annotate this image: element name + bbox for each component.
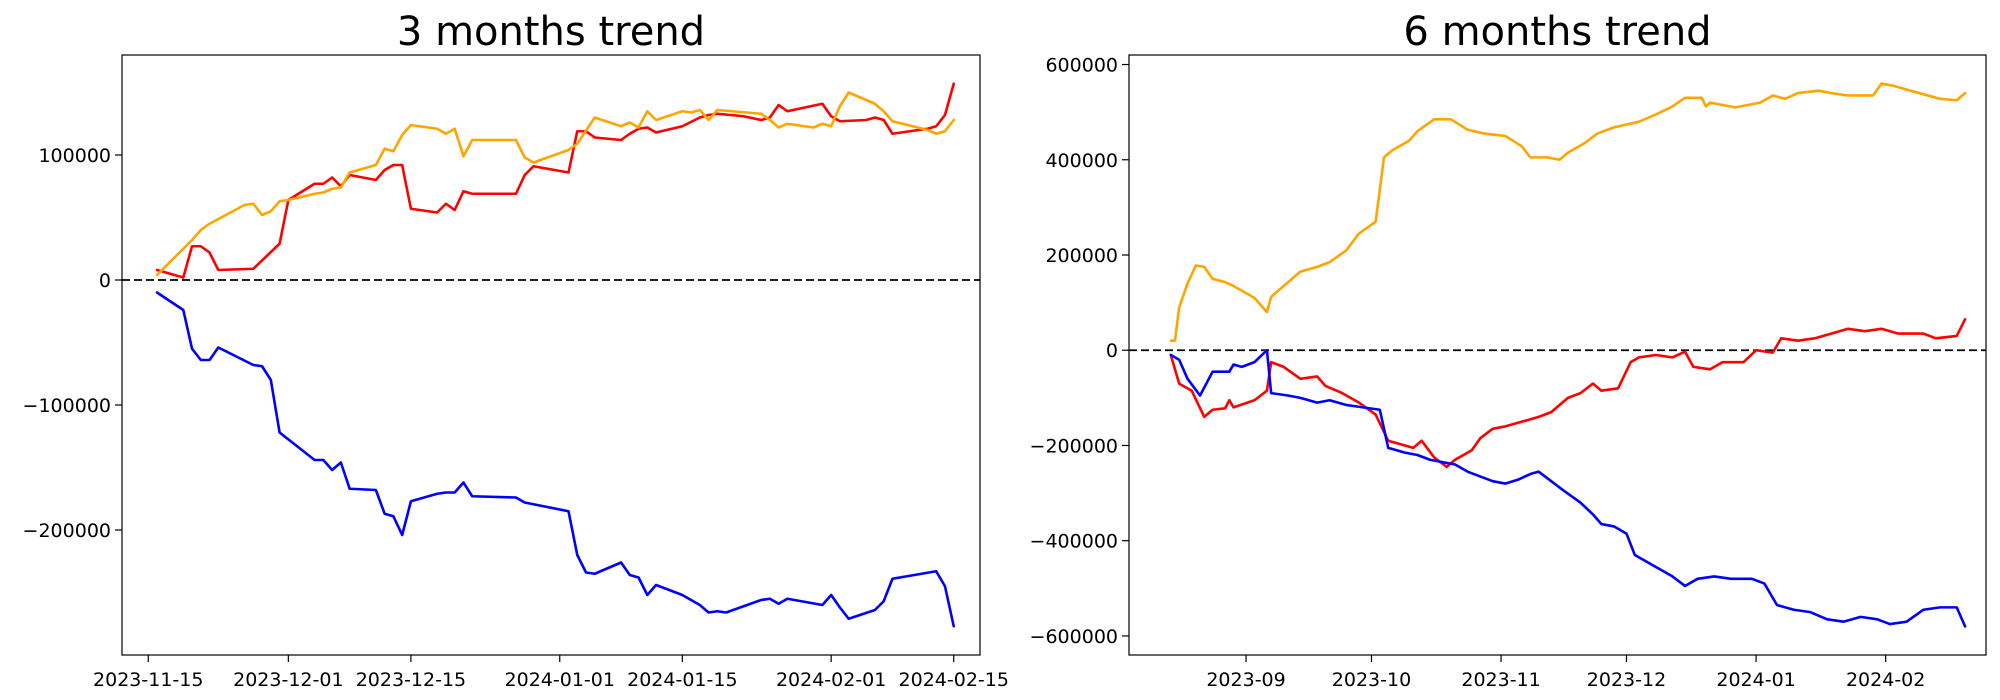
x-tick-label: 2024-01-01 bbox=[505, 669, 615, 691]
y-tick-label: 600000 bbox=[1045, 55, 1118, 77]
y-tick-label: 0 bbox=[99, 270, 111, 292]
series-line-3 bbox=[1169, 348, 1967, 628]
x-tick-label: 2023-09 bbox=[1206, 669, 1285, 691]
x-tick-label: 2023-12 bbox=[1587, 669, 1666, 691]
series-line-1 bbox=[155, 82, 956, 279]
x-tick-label: 2023-12-15 bbox=[356, 669, 466, 691]
y-tick-label: −600000 bbox=[1030, 626, 1118, 648]
y-tick-label: −400000 bbox=[1030, 531, 1118, 553]
y-tick-label: 200000 bbox=[1045, 245, 1118, 267]
x-tick-label: 2024-02-15 bbox=[899, 669, 1009, 691]
x-tick-label: 2024-02 bbox=[1846, 669, 1925, 691]
chart-title: 6 months trend bbox=[1403, 9, 1711, 55]
chart-panel-2: 6 months trend −600000 −400000 −200000 0 2000… bbox=[1030, 9, 1987, 691]
series-line-2 bbox=[1169, 317, 1967, 469]
y-tick-label: −200000 bbox=[23, 520, 111, 542]
series-line-2 bbox=[155, 91, 956, 277]
chart-panel-1: 3 months trend −200000 −100000 0 100000 2023-… bbox=[23, 9, 1009, 691]
series-line-1 bbox=[1169, 82, 1967, 343]
x-tick-label: 2024-01-15 bbox=[627, 669, 737, 691]
x-tick-label: 2023-11-15 bbox=[93, 669, 203, 691]
plot-frame bbox=[121, 54, 981, 656]
series-line-3 bbox=[155, 291, 956, 628]
x-tick-label: 2023-10 bbox=[1332, 669, 1411, 691]
y-tick-label: 100000 bbox=[38, 145, 111, 167]
x-tick-label: 2023-11 bbox=[1461, 669, 1540, 691]
y-tick-label: 400000 bbox=[1045, 150, 1118, 172]
plot-frame bbox=[1128, 54, 1987, 656]
x-tick-label: 2024-01 bbox=[1716, 669, 1795, 691]
y-tick-label: 0 bbox=[1106, 340, 1118, 362]
x-tick-label: 2024-02-01 bbox=[776, 669, 886, 691]
x-tick-label: 2023-12-01 bbox=[233, 669, 343, 691]
chart-title: 3 months trend bbox=[397, 9, 705, 55]
y-tick-label: −100000 bbox=[23, 395, 111, 417]
y-tick-label: −200000 bbox=[1030, 435, 1118, 457]
